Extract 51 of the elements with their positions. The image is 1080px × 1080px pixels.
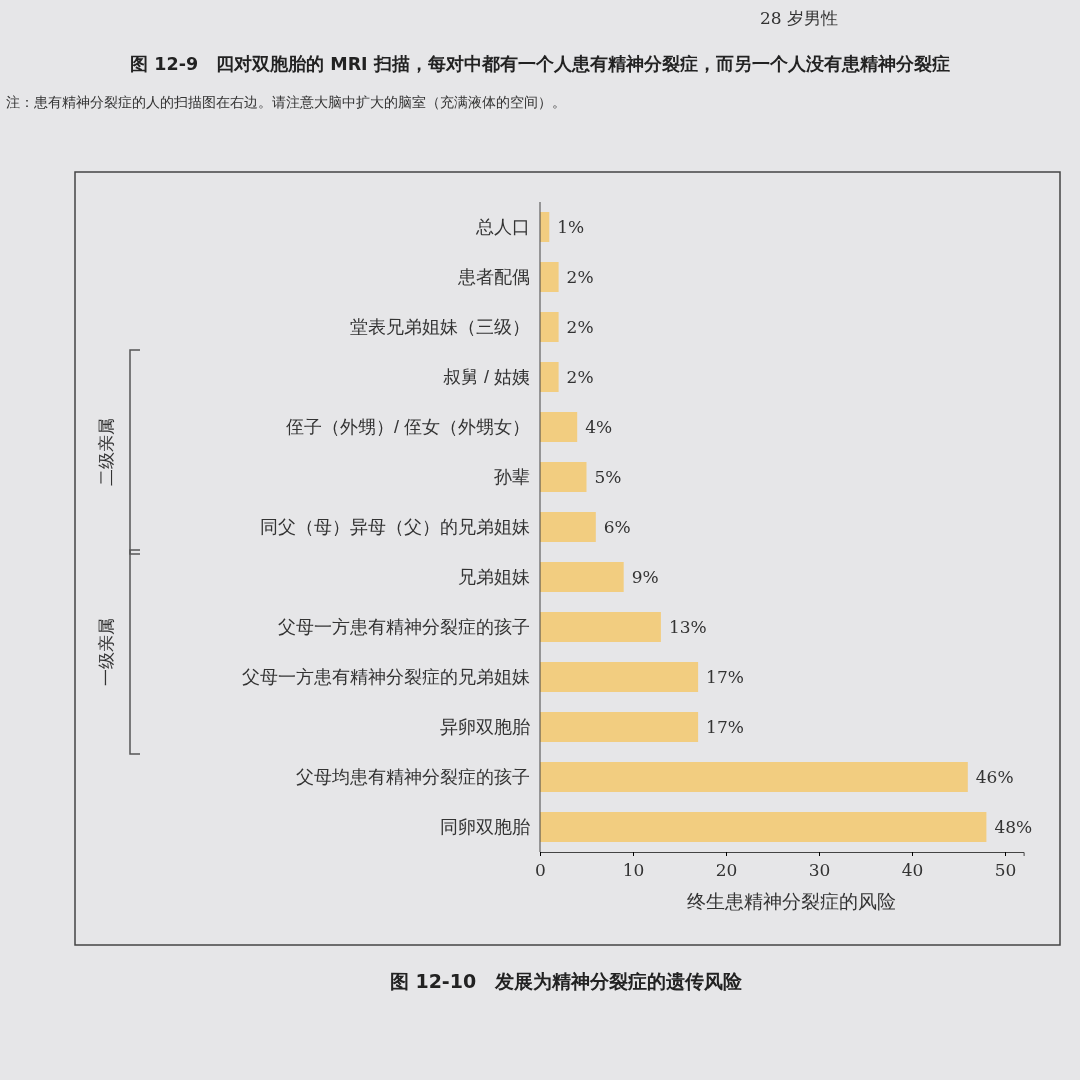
caption: 图 12-9 四对双胞胎的 MRI 扫描，每对中都有一个人患有精神分裂症，而另一个人没有患精神分裂症 bbox=[130, 54, 950, 74]
bar bbox=[540, 712, 699, 742]
y-tick-label: 父母一方患有精神分裂症的兄弟姐妹 bbox=[242, 666, 530, 687]
bar bbox=[540, 262, 559, 292]
bar bbox=[540, 762, 968, 792]
y-tick-label: 父母一方患有精神分裂症的孩子 bbox=[278, 616, 530, 637]
text: 注：患有精神分裂症的人的扫描图在右边。请注意大脑中扩大的脑室（充满液体的空间）。 bbox=[6, 94, 566, 110]
data-label: 2% bbox=[566, 267, 594, 287]
text: 28 岁男性 bbox=[760, 8, 839, 28]
bar bbox=[540, 612, 661, 642]
y-tick-label: 侄子（外甥）/ 侄女（外甥女） bbox=[285, 416, 530, 437]
text: 一级亲属 bbox=[96, 618, 116, 686]
x-tick-label: 0 bbox=[535, 860, 546, 881]
y-tick-label: 父母均患有精神分裂症的孩子 bbox=[296, 766, 530, 787]
y-tick-label: 同卵双胞胎 bbox=[440, 816, 530, 837]
data-label: 48% bbox=[994, 817, 1033, 837]
data-label: 1% bbox=[557, 217, 585, 237]
x-tick-label: 10 bbox=[622, 860, 645, 881]
bar bbox=[540, 462, 587, 492]
data-label: 4% bbox=[585, 417, 613, 437]
y-tick-label: 异卵双胞胎 bbox=[440, 716, 530, 737]
x-tick-label: 30 bbox=[808, 860, 831, 881]
bar bbox=[540, 362, 559, 392]
data-label: 5% bbox=[594, 467, 622, 487]
bar bbox=[540, 312, 559, 342]
bar bbox=[540, 662, 699, 692]
x-tick-label: 20 bbox=[715, 860, 738, 881]
bar bbox=[540, 412, 578, 442]
bar bbox=[540, 512, 596, 542]
bar bbox=[540, 562, 624, 592]
data-label: 46% bbox=[975, 767, 1014, 787]
data-label: 9% bbox=[631, 567, 659, 587]
y-tick-label: 堂表兄弟姐妹（三级） bbox=[350, 316, 530, 337]
y-tick-label: 孙辈 bbox=[494, 466, 530, 487]
data-label: 17% bbox=[706, 667, 744, 687]
y-tick-label: 同父（母）异母（父）的兄弟姐妹 bbox=[260, 516, 530, 537]
data-label: 2% bbox=[566, 367, 594, 387]
y-tick-label: 叔舅 / 姑姨 bbox=[442, 366, 530, 387]
y-tick-label: 兄弟姐妹 bbox=[458, 566, 530, 587]
y-tick-label: 总人口 bbox=[475, 216, 530, 237]
x-axis-title: 终生患精神分裂症的风险 bbox=[687, 890, 897, 912]
text: 图 12-10 发展为精神分裂症的遗传风险 bbox=[389, 970, 744, 992]
data-label: 2% bbox=[566, 317, 594, 337]
x-tick-label: 50 bbox=[994, 860, 1017, 881]
data-label: 13% bbox=[668, 617, 707, 637]
data-label: 6% bbox=[603, 517, 631, 537]
bar bbox=[540, 812, 987, 842]
text: 二级亲属 bbox=[96, 418, 116, 486]
y-tick-label: 患者配偶 bbox=[457, 266, 530, 287]
x-tick-label: 40 bbox=[901, 860, 924, 881]
data-label: 17% bbox=[706, 717, 744, 737]
